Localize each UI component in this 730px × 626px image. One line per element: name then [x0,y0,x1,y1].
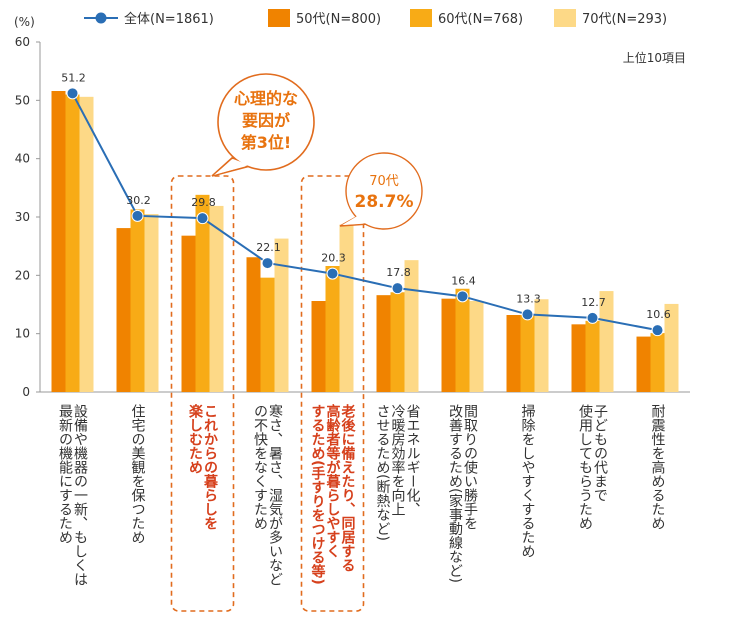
category-label: 寒さ、暑さ、湿気が多いなど [267,403,283,586]
category-label: 高齢者等が暮らしやすく [325,403,342,558]
category-label: 省エネルギー化、 [405,404,421,516]
data-label: 17.8 [386,266,411,279]
legend-label: 60代(N=768) [438,12,523,27]
bar-1 [51,91,66,392]
line-point [326,267,339,280]
callout-bubble [345,152,423,230]
bar-3 [274,238,289,392]
category-label: 間取りの使い勝手を [462,404,478,530]
line-point [651,324,664,337]
data-label: 12.7 [581,296,606,309]
bar-3 [79,96,94,392]
category-label: これからの暮らしを [202,404,219,530]
line-point [66,87,79,100]
data-label: 20.3 [321,252,346,265]
bar-1 [636,336,651,392]
callout-text: 心理的な [234,89,298,108]
legend-label: 70代(N=293) [582,12,667,27]
category-label: させるため(断熱など) [375,404,391,541]
category-label: 最新の機能にするため [57,404,73,544]
category-label: の不快をなくすため [252,404,268,530]
bar-2 [390,292,405,392]
bar-1 [506,315,521,392]
bar-3 [144,214,159,392]
category-label: 楽しむため [187,403,204,474]
bar-2 [325,266,340,392]
bar-1 [246,257,261,392]
callout-bubble [217,73,315,171]
bar-2 [650,333,665,392]
callout-text: 第3位! [241,133,291,152]
highlight-box [300,175,365,612]
category-label: 住宅の美観を保つため [130,404,146,544]
data-label: 29.8 [191,196,216,209]
category-label: 耐震性を高めるため [650,404,666,530]
bar-3 [469,301,484,392]
category-label: 子どもの代まで [592,404,608,502]
callout-text: 要因が [242,111,290,130]
y-tick-label: 0 [22,385,30,399]
line-point [261,257,274,270]
bar-3 [339,224,354,392]
bar-2 [455,288,470,392]
category-label: 設備や機器の一新、もしくは [72,404,88,586]
bar-2 [65,94,80,392]
y-unit-label: (%) [14,15,35,29]
bar-2 [130,209,145,392]
bar-2 [585,320,600,392]
series-line [71,92,658,332]
bar-3 [404,260,419,392]
category-label: 使用してもらうため [577,403,593,530]
line-point [521,308,534,321]
bar-2 [520,315,535,392]
y-tick-label: 20 [15,268,30,282]
legend-label: 全体(N=1861) [124,11,214,27]
bar-3 [534,299,549,392]
bar-3 [599,291,614,392]
bar-1 [116,228,131,392]
line-point [456,290,469,303]
subtitle: 上位10項目 [623,50,686,65]
legend-swatch [268,9,290,27]
line-point [196,212,209,225]
y-tick-label: 10 [15,327,30,341]
data-label: 13.3 [516,292,541,305]
bar-2 [195,194,210,392]
bar-1 [181,235,196,392]
highlight-box [170,175,235,612]
line-point [391,282,404,295]
y-tick-label: 60 [15,35,30,49]
legend-line-marker [95,12,107,24]
legend-swatch [410,9,432,27]
legend-swatch [554,9,576,27]
data-label: 22.1 [256,241,281,254]
category-label: するため(手すりをつける等) [310,404,326,585]
line-point [586,311,599,324]
category-label: 老後に備えたり、同居する [340,403,356,572]
category-label: 掃除をしやすくするため [520,403,536,558]
category-label: 冷暖房効率を向上 [390,404,406,516]
y-tick-label: 30 [15,210,30,224]
callout-text: 70代 [369,174,399,189]
category-label: 改善するため(家事動線など) [447,404,463,583]
legend-label: 50代(N=800) [296,12,381,27]
y-tick-label: 50 [15,93,30,107]
bar-1 [376,295,391,392]
callout-tail-fill [342,215,369,225]
bar-1 [571,324,586,392]
callout-tail-fill [214,159,249,175]
callout-text: 28.7% [355,192,414,212]
data-label: 51.2 [61,71,86,84]
data-label: 10.6 [646,308,671,321]
data-label: 16.4 [451,274,476,287]
bar-1 [441,298,456,392]
y-tick-label: 40 [15,152,30,166]
bar-3 [209,205,224,392]
bar-1 [311,301,326,392]
bar-2 [260,277,275,392]
bar-3 [664,303,679,392]
data-label: 30.2 [126,194,151,207]
line-point [131,209,144,222]
